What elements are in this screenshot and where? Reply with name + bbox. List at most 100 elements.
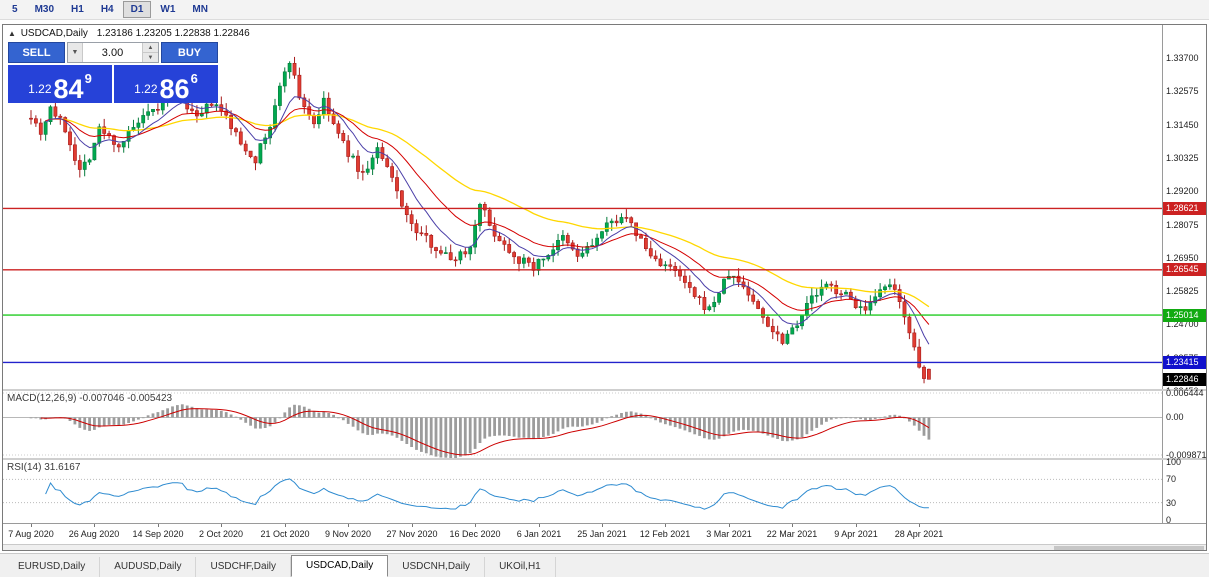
chart-tab[interactable]: USDCNH,Daily	[388, 557, 486, 577]
candle-body	[892, 284, 897, 290]
bid-price[interactable]: 1.22 84 9	[8, 65, 112, 103]
candle-body	[404, 205, 409, 215]
volume-dropdown-icon[interactable]: ▼	[68, 43, 83, 62]
candle-body	[287, 62, 292, 73]
candle-body	[517, 256, 521, 264]
date-tick	[285, 524, 286, 527]
rsi-axis-label: 100	[1166, 457, 1182, 467]
candle-body	[390, 166, 395, 178]
macd-histogram-bar	[151, 413, 155, 418]
macd-histogram-bar	[385, 417, 389, 435]
timeframe-button[interactable]: M30	[34, 4, 55, 15]
macd-histogram-bar	[439, 417, 443, 458]
macd-histogram-bar	[449, 417, 453, 458]
macd-histogram-bar	[917, 417, 921, 431]
timeframe-button[interactable]: D1	[122, 1, 152, 18]
volume-input[interactable]: ▼ 3.00 ▲ ▼	[67, 42, 159, 63]
pane-divider[interactable]	[3, 389, 1206, 391]
macd-signal-line	[40, 408, 930, 456]
timeframe-button[interactable]: MN	[192, 4, 208, 15]
candle-body	[478, 204, 482, 226]
volume-up-icon[interactable]: ▲	[143, 43, 158, 53]
chart-tab[interactable]: UKOil,H1	[485, 557, 556, 577]
chart-tab[interactable]: USDCHF,Daily	[196, 557, 292, 577]
macd-histogram-bar	[922, 417, 926, 436]
candle-body	[624, 217, 629, 219]
chart-tab[interactable]: EURUSD,Daily	[4, 557, 101, 577]
candle-body	[697, 296, 702, 299]
macd-histogram-bar	[732, 417, 736, 432]
date-tick	[94, 524, 95, 527]
one-click-panel-toggle[interactable]: ▲	[8, 29, 16, 38]
price-axis-label: 1.31450	[1166, 120, 1199, 130]
macd-histogram-bar	[78, 417, 82, 428]
macd-histogram-bar	[424, 417, 428, 454]
candle-body	[873, 296, 878, 304]
candle-body	[224, 110, 229, 116]
price-axis-label: 1.33700	[1166, 53, 1199, 63]
candle-body	[97, 126, 102, 144]
candle-body	[907, 316, 912, 334]
timeframe-button[interactable]: H1	[71, 4, 84, 15]
date-tick	[919, 524, 920, 527]
candle-body	[687, 282, 692, 288]
volume-down-icon[interactable]: ▼	[143, 53, 158, 62]
candle-body	[780, 333, 785, 344]
rsi-axis-label: 30	[1166, 498, 1177, 508]
timeframe-button[interactable]: 5	[12, 4, 18, 15]
macd-histogram-bar	[156, 412, 160, 418]
candle-body	[136, 122, 141, 128]
candle-body	[507, 244, 512, 253]
price-chart-pane: ▲ USDCAD,Daily 1.23186 1.23205 1.22838 1…	[3, 25, 1206, 396]
rsi-canvas[interactable]	[3, 460, 1162, 523]
volume-value[interactable]: 3.00	[101, 46, 124, 59]
price-axis-label: 1.28075	[1166, 220, 1199, 230]
ask-price[interactable]: 1.22 86 6	[114, 65, 218, 103]
macd-histogram-bar	[488, 417, 492, 437]
macd-histogram-bar	[688, 417, 692, 433]
macd-histogram-bar	[571, 417, 575, 427]
candle-body	[497, 235, 502, 242]
macd-histogram-bar	[600, 417, 604, 421]
macd-label: MACD(12,26,9) -0.007046 -0.005423	[7, 393, 173, 404]
price-axis-label: 1.26950	[1166, 253, 1199, 263]
buy-button[interactable]: BUY	[161, 42, 218, 63]
date-label: 21 Oct 2020	[260, 529, 310, 539]
date-tick	[31, 524, 32, 527]
pane-divider[interactable]	[3, 458, 1206, 460]
scrollbar-thumb[interactable]	[1054, 546, 1204, 550]
candle-body	[814, 294, 819, 297]
candle-body	[834, 284, 839, 295]
candle-body	[365, 168, 370, 173]
macd-histogram-bar	[468, 417, 472, 454]
macd-canvas[interactable]	[3, 391, 1162, 458]
macd-histogram-bar	[307, 408, 311, 418]
candle-body	[77, 160, 82, 170]
candle-body	[663, 264, 668, 267]
candle-body	[702, 296, 707, 310]
candle-body	[707, 306, 712, 311]
candle-body	[356, 155, 360, 172]
macd-histogram-bar	[259, 417, 262, 429]
chart-tab[interactable]: USDCAD,Daily	[291, 555, 389, 577]
timeframe-button[interactable]: H4	[100, 4, 114, 15]
macd-histogram-bar	[742, 417, 745, 430]
macd-histogram-bar	[644, 415, 648, 418]
date-tick	[665, 524, 666, 527]
macd-histogram-bar	[493, 417, 496, 436]
candle-body	[848, 291, 853, 300]
price-chart-canvas[interactable]	[3, 25, 1162, 389]
macd-histogram-bar	[747, 417, 750, 431]
price-axis[interactable]: 1.33700 1.32575 1.31450 1.30325 1.29200 1.280…	[1162, 25, 1206, 396]
candle-body	[307, 106, 312, 116]
sell-button[interactable]: SELL	[8, 42, 65, 63]
candle-body	[824, 283, 829, 288]
horizontal-scrollbar[interactable]	[3, 544, 1206, 550]
macd-histogram-bar	[420, 417, 423, 452]
macd-histogram-bar	[883, 416, 887, 418]
chart-tab[interactable]: AUDUSD,Daily	[100, 557, 197, 577]
timeframe-button[interactable]: W1	[160, 4, 176, 15]
price-badge: 1.28621	[1163, 202, 1206, 215]
ma-yellow-line	[50, 114, 930, 308]
candle-body	[682, 275, 687, 283]
